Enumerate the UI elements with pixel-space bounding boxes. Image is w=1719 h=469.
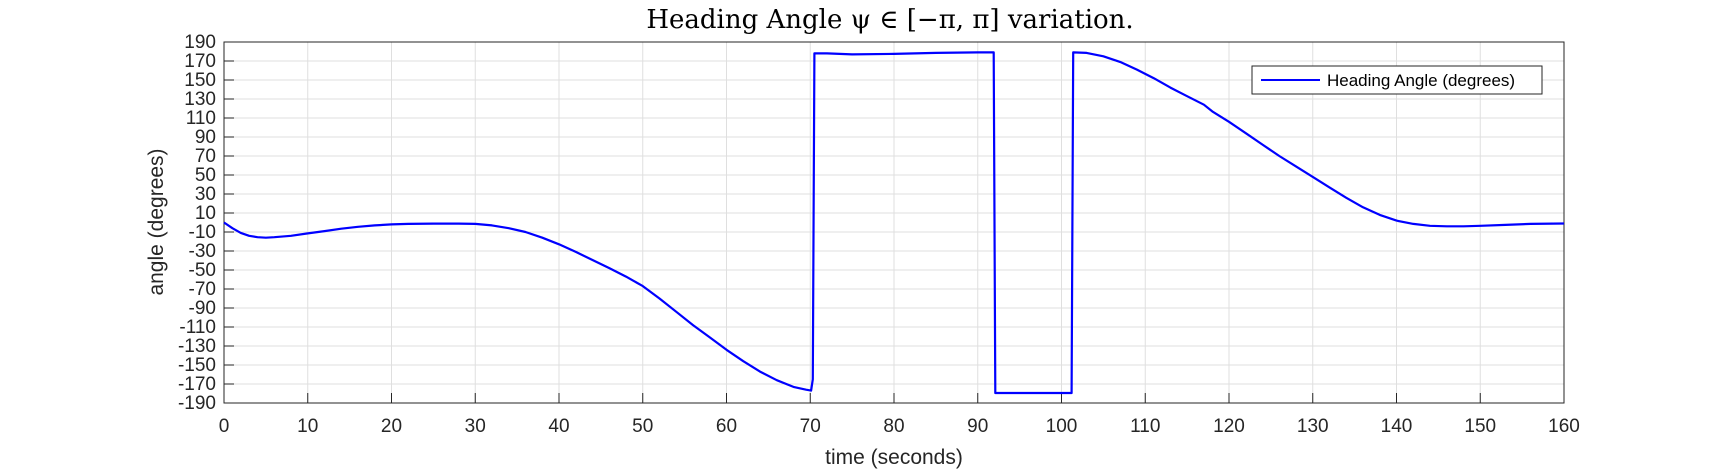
x-tick-label: 140 bbox=[1381, 416, 1413, 437]
x-tick-label: 110 bbox=[1130, 416, 1160, 437]
x-tick-label: 120 bbox=[1213, 416, 1245, 437]
x-tick-label: 70 bbox=[800, 416, 821, 437]
x-tick-label: 60 bbox=[716, 416, 737, 437]
series-layer bbox=[223, 51, 1565, 395]
legend-entry-label: Heading Angle (degrees) bbox=[1327, 71, 1515, 90]
y-tick-label: -190 bbox=[178, 393, 216, 414]
x-tick-label: 20 bbox=[381, 416, 402, 437]
y-tick-label: 130 bbox=[184, 89, 216, 110]
y-tick-label: 10 bbox=[195, 203, 216, 224]
x-tick-label: 10 bbox=[297, 416, 318, 437]
y-axis-label: angle (degrees) bbox=[145, 148, 168, 295]
y-tick-labels: 1901701501301109070503010-10-30-50-70-90… bbox=[178, 32, 216, 414]
x-tick-label: 0 bbox=[219, 416, 230, 437]
y-tick-label: 30 bbox=[195, 184, 216, 205]
y-tick-label: 110 bbox=[186, 108, 216, 129]
legend: Heading Angle (degrees) bbox=[1251, 65, 1543, 95]
x-tick-label: 80 bbox=[883, 416, 904, 437]
y-tick-label: -170 bbox=[178, 374, 216, 395]
x-tick-label: 160 bbox=[1548, 416, 1580, 437]
chart-title: Heading Angle ψ ∈ [−π, π] variation. bbox=[646, 5, 1133, 35]
y-tick-label: -70 bbox=[189, 279, 216, 300]
y-tick-label: 90 bbox=[195, 127, 216, 148]
x-tick-label: 150 bbox=[1464, 416, 1496, 437]
y-tick-label: -130 bbox=[178, 336, 216, 357]
x-tick-label: 100 bbox=[1046, 416, 1078, 437]
x-tick-label: 30 bbox=[465, 416, 486, 437]
y-tick-label: 70 bbox=[195, 146, 216, 167]
x-tick-label: 40 bbox=[548, 416, 569, 437]
series-line-heading-angle bbox=[223, 51, 1565, 395]
x-tick-labels: 0 10 20 30 40 50 60 70 80 90 100 110 120 130 140 150 160 bbox=[219, 416, 1580, 437]
y-tick-label: -30 bbox=[189, 241, 216, 262]
y-tick-label: -150 bbox=[178, 355, 216, 376]
x-axis-label: time (seconds) bbox=[825, 446, 963, 469]
y-tick-label: 190 bbox=[184, 32, 216, 53]
y-tick-label: -10 bbox=[189, 222, 216, 243]
x-tick-label: 50 bbox=[632, 416, 653, 437]
y-tick-label: 170 bbox=[184, 51, 216, 72]
y-tick-label: 50 bbox=[195, 165, 216, 186]
y-tick-label: -110 bbox=[179, 317, 216, 338]
y-tick-label: 150 bbox=[184, 70, 216, 91]
x-tick-label: 130 bbox=[1297, 416, 1329, 437]
x-tick-label: 90 bbox=[967, 416, 988, 437]
y-tick-label: -90 bbox=[189, 298, 216, 319]
y-tick-label: -50 bbox=[189, 260, 216, 281]
